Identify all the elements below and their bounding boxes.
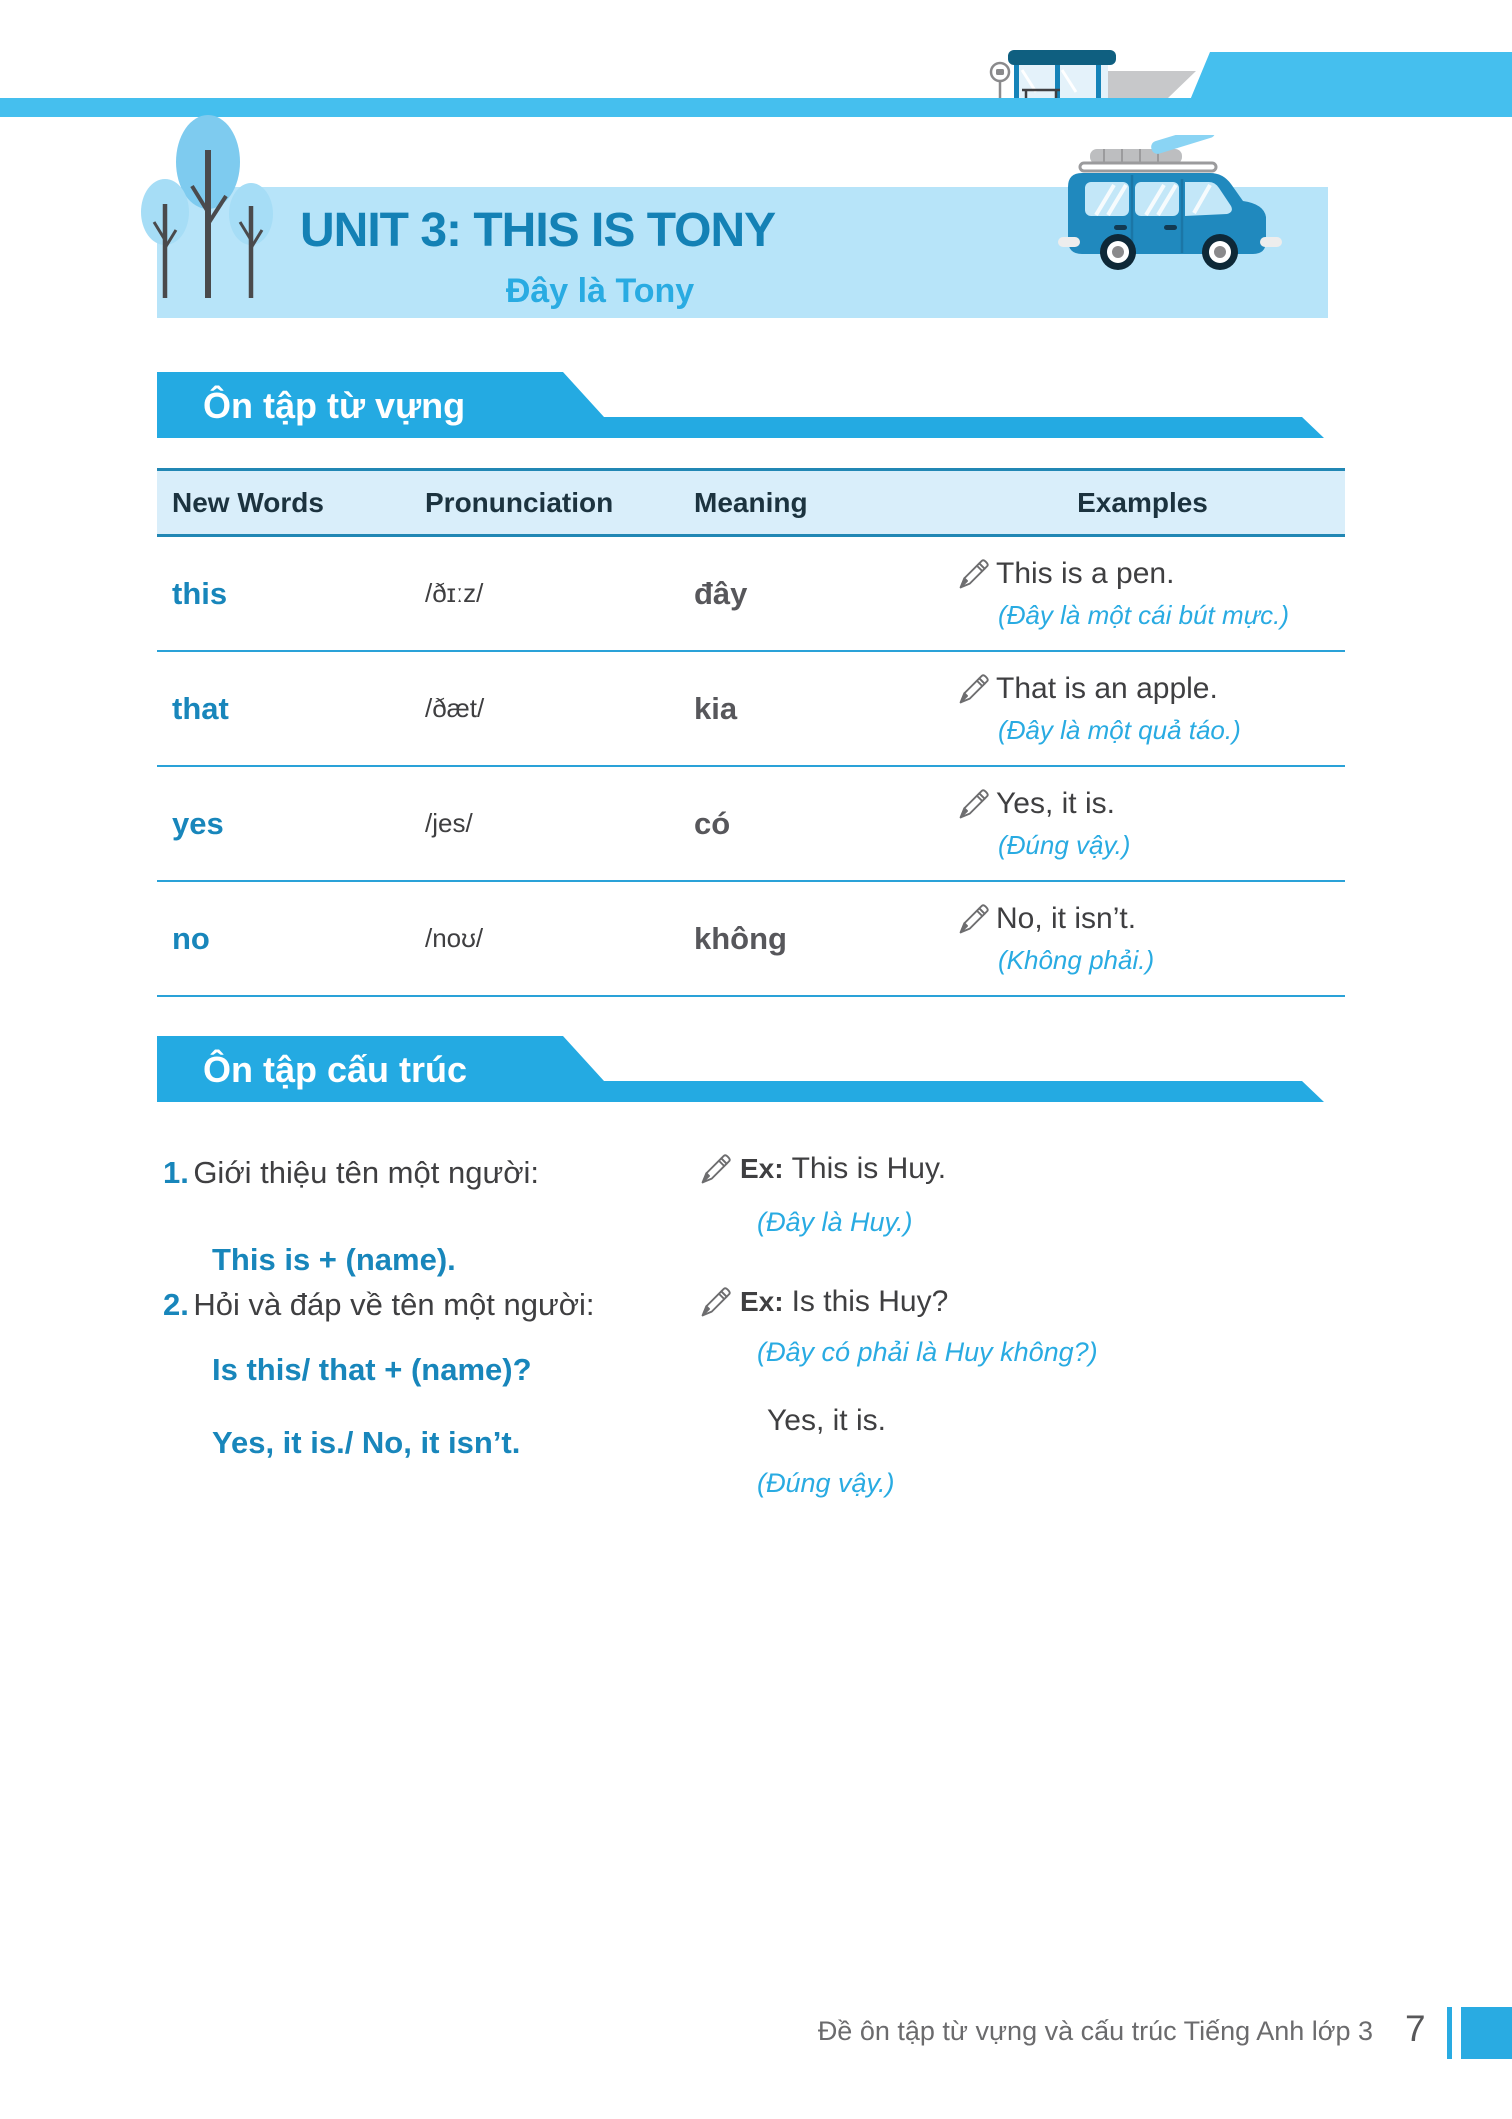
col-header-meaning: Meaning [694,486,808,518]
col-header-new-words: New Words [172,486,324,518]
meaning-cell: đây [694,575,748,611]
structure-item-1-example-translation: (Đây là Huy.) [757,1207,913,1237]
pencil-icon [701,1154,731,1184]
table-row: yes /jes/ có Yes, it is. (Đúng vậy.) [157,767,1345,882]
structure-item-1-formula: This is + (name). [212,1242,456,1277]
top-decoration [0,50,1512,117]
item-number: 2. [163,1287,189,1322]
example-sentence: Yes, it is. [996,786,1115,820]
structures-banner-title: Ôn tập cấu trúc [203,1049,468,1090]
col-header-examples: Examples [1077,486,1208,518]
example-label: Ex: [740,1153,784,1184]
structure-item-2-example-translation: (Đây có phải là Huy không?) [757,1337,1098,1367]
table-row: that /ðæt/ kia That is an apple. (Đây là… [157,652,1345,767]
example-translation: (Không phải.) [998,944,1155,975]
structure-item-2-example: Ex: Is this Huy? [700,1285,948,1319]
example-sentence: Is this Huy? [791,1285,949,1318]
pronunciation-cell: /ðæt/ [425,693,485,723]
pencil-icon [959,788,989,818]
table-row: no /noʊ/ không No, it isn’t. (Không phải… [157,882,1345,997]
example-label: Ex: [740,1286,784,1317]
vocab-banner-title: Ôn tập từ vựng [203,385,466,426]
footer-accent-line [1447,2007,1452,2059]
example-cell: No, it isn’t. (Không phải.) [940,902,1345,976]
example-translation: (Đây là một quả táo.) [998,714,1241,745]
pronunciation-cell: /noʊ/ [425,923,484,953]
word-cell: no [172,920,210,956]
structures-banner-ribbon [157,1036,1324,1102]
word-cell: this [172,575,228,611]
item-number: 1. [163,1155,189,1190]
word-cell: yes [172,805,224,841]
structure-item-2-answer-translation: (Đúng vậy.) [757,1468,895,1498]
page-number: 7 [1405,2008,1426,2049]
word-cell: that [172,690,229,726]
trees-icon [141,115,273,298]
example-sentence: This is a pen. [996,556,1175,590]
unit-title: UNIT 3: THIS IS TONY [300,204,776,257]
vocab-table-body: this /ðɪːz/ đây This is a pen. (Đây là m… [157,537,1345,997]
bus-stop-icon [989,50,1116,98]
example-cell: That is an apple. (Đây là một quả táo.) [940,672,1345,746]
unit-subtitle: Đây là Tony [505,272,695,310]
footer-accent-block [1461,2007,1512,2059]
pronunciation-cell: /ðɪːz/ [425,578,484,608]
pencil-icon [959,903,989,933]
pronunciation-cell: /jes/ [425,808,473,838]
footer-title: Đề ôn tập từ vựng và cấu trúc Tiếng Anh … [817,2016,1373,2046]
example-sentence: This is Huy. [791,1152,947,1185]
item-description: Giới thiệu tên một người: [193,1155,540,1190]
car-icon [1058,135,1282,270]
structure-item-2-answer: Yes, it is. [767,1404,886,1437]
item-description: Hỏi và đáp về tên một người: [193,1287,595,1322]
example-translation: (Đây là một cái bút mực.) [998,599,1289,630]
example-translation: (Đúng vậy.) [998,829,1131,860]
meaning-cell: kia [694,690,738,726]
meaning-cell: không [694,920,787,956]
vocab-table-header: New Words Pronunciation Meaning Examples [157,468,1345,537]
vocab-banner-ribbon [157,372,1324,438]
structure-item-1-heading: 1. Giới thiệu tên một người: [163,1155,539,1191]
structure-item-2-heading: 2. Hỏi và đáp về tên một người: [163,1287,595,1323]
example-sentence: No, it isn’t. [996,901,1137,935]
pencil-icon [959,673,989,703]
structure-item-2-formula-answer: Yes, it is./ No, it isn’t. [212,1425,521,1460]
structure-item-1-example: Ex: This is Huy. [700,1152,946,1186]
example-sentence: That is an apple. [996,671,1218,705]
pencil-icon [959,558,989,588]
example-cell: This is a pen. (Đây là một cái bút mực.) [940,557,1345,631]
example-cell: Yes, it is. (Đúng vậy.) [940,787,1345,861]
table-row: this /ðɪːz/ đây This is a pen. (Đây là m… [157,537,1345,652]
col-header-pronunciation: Pronunciation [425,486,614,518]
pencil-icon [701,1287,731,1317]
meaning-cell: có [694,805,731,841]
structure-item-2-formula-question: Is this/ that + (name)? [212,1352,532,1387]
